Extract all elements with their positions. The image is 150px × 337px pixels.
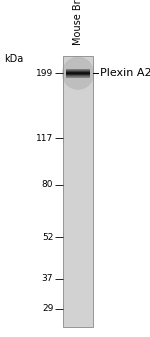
Text: 29: 29: [42, 304, 53, 313]
Text: 117: 117: [36, 134, 53, 143]
Text: 37: 37: [42, 274, 53, 283]
Text: Plexin A2: Plexin A2: [100, 68, 150, 78]
Text: Mouse Brain: Mouse Brain: [73, 0, 83, 45]
Text: 199: 199: [36, 69, 53, 78]
Bar: [63, 56, 93, 327]
Text: 80: 80: [42, 180, 53, 189]
Text: kDa: kDa: [4, 54, 24, 64]
Ellipse shape: [62, 57, 94, 90]
Text: 52: 52: [42, 233, 53, 242]
